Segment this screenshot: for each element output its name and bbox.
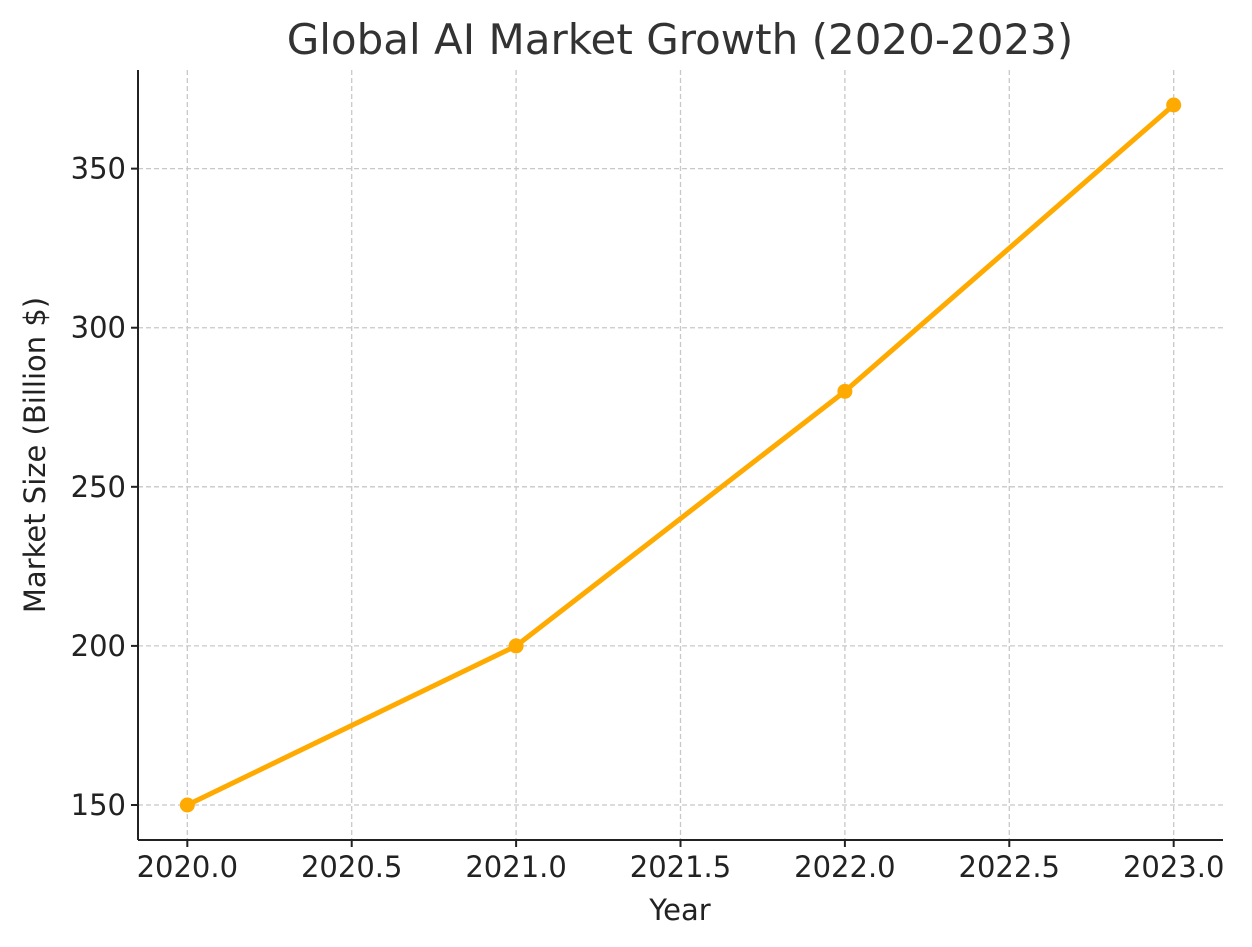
x-axis-ticks: 2020.0 2020.5 2021.0 2021.5 2022.0 2022.5 2023… (137, 840, 1224, 884)
y-tick-label-0: 150 (71, 788, 126, 822)
x-tick-label-5: 2022.5 (959, 850, 1060, 884)
x-tick-label-2: 2021.0 (465, 850, 566, 884)
grid-lines (138, 70, 1223, 840)
x-tick-label-0: 2020.0 (137, 850, 238, 884)
y-tick-label-4: 350 (71, 152, 126, 186)
data-point-0-1 (508, 638, 524, 654)
y-tick-label-3: 300 (71, 311, 126, 345)
data-series (179, 97, 1182, 813)
y-tick-label-2: 250 (71, 470, 126, 504)
x-tick-label-1: 2020.5 (301, 850, 402, 884)
x-tick-label-3: 2021.5 (630, 850, 731, 884)
chart-title: Global AI Market Growth (2020-2023) (287, 15, 1074, 64)
data-point-0-0 (179, 797, 195, 813)
y-axis-label: Market Size (Billion $) (18, 297, 52, 613)
series-line-0 (184, 102, 1177, 808)
x-tick-label-6: 2023.0 (1123, 850, 1224, 884)
y-axis-ticks: 150 200 250 300 350 (71, 152, 138, 822)
data-point-0-3 (1166, 97, 1182, 113)
y-tick-label-1: 200 (71, 629, 126, 663)
x-axis-label: Year (648, 893, 710, 927)
x-tick-label-4: 2022.0 (794, 850, 895, 884)
data-point-0-2 (837, 383, 853, 399)
